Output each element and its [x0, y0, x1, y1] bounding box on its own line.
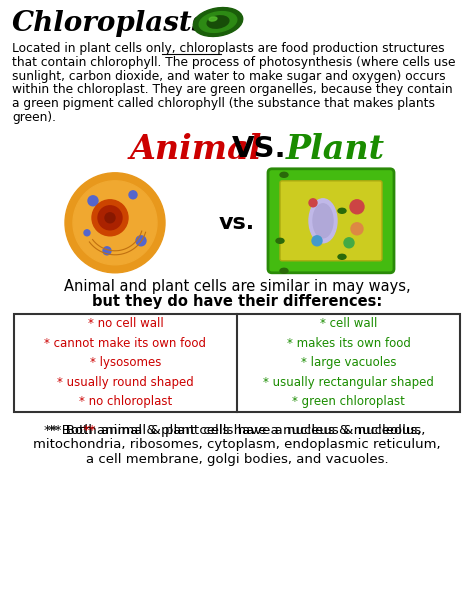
- FancyBboxPatch shape: [14, 314, 460, 412]
- Ellipse shape: [276, 238, 284, 243]
- Text: Animal: Animal: [130, 133, 263, 166]
- Circle shape: [84, 230, 90, 236]
- Text: green).: green).: [12, 111, 56, 124]
- Text: Chloroplasts: Chloroplasts: [12, 10, 209, 37]
- Circle shape: [98, 206, 122, 230]
- Ellipse shape: [207, 16, 229, 28]
- Text: * cell wall: * cell wall: [320, 317, 377, 330]
- Circle shape: [136, 236, 146, 246]
- Text: * makes its own food: * makes its own food: [287, 337, 410, 349]
- Circle shape: [344, 238, 354, 248]
- Circle shape: [312, 236, 322, 246]
- Text: * no cell wall: * no cell wall: [88, 317, 164, 330]
- Circle shape: [103, 247, 111, 255]
- Text: Located in plant cells only, chloroplasts are food production structures: Located in plant cells only, chloroplast…: [12, 42, 445, 55]
- Circle shape: [73, 181, 157, 265]
- Circle shape: [350, 200, 364, 214]
- Ellipse shape: [280, 172, 288, 177]
- Ellipse shape: [309, 199, 337, 243]
- Text: vs.: vs.: [219, 213, 255, 233]
- Ellipse shape: [193, 7, 243, 36]
- Ellipse shape: [338, 254, 346, 259]
- Text: * green chloroplast: * green chloroplast: [292, 395, 405, 408]
- Circle shape: [105, 213, 115, 223]
- Circle shape: [65, 173, 165, 273]
- Text: a cell membrane, golgi bodies, and vacuoles.: a cell membrane, golgi bodies, and vacuo…: [86, 453, 388, 466]
- Circle shape: [129, 191, 137, 199]
- Text: sunlight, carbon dioxide, and water to make sugar and oxygen) occurs: sunlight, carbon dioxide, and water to m…: [12, 70, 446, 83]
- FancyBboxPatch shape: [280, 181, 382, 261]
- Text: within the chloroplast. They are green organelles, because they contain: within the chloroplast. They are green o…: [12, 83, 453, 96]
- Text: ** Both animal & plant cells have a nucleus & nucleolus,: ** Both animal & plant cells have a nucl…: [44, 424, 422, 437]
- Text: but they do have their differences:: but they do have their differences:: [92, 294, 382, 309]
- Text: Plant: Plant: [286, 133, 385, 166]
- FancyBboxPatch shape: [268, 169, 394, 273]
- Text: * cannot make its own food: * cannot make its own food: [45, 337, 207, 349]
- Text: * no chloroplast: * no chloroplast: [79, 395, 172, 408]
- Circle shape: [351, 223, 363, 235]
- Ellipse shape: [338, 208, 346, 213]
- Text: VS.: VS.: [232, 135, 287, 163]
- Ellipse shape: [280, 268, 288, 273]
- Text: Animal and plant cells are similar in may ways,: Animal and plant cells are similar in ma…: [64, 279, 410, 294]
- Text: * lysosomes: * lysosomes: [90, 356, 161, 369]
- Text: **: **: [83, 424, 97, 437]
- Text: * usually round shaped: * usually round shaped: [57, 376, 194, 389]
- Circle shape: [309, 199, 317, 207]
- Ellipse shape: [313, 204, 333, 238]
- Text: that contain chlorophyll. The process of photosynthesis (where cells use: that contain chlorophyll. The process of…: [12, 56, 456, 69]
- Ellipse shape: [209, 17, 217, 21]
- Text: a green pigment called chlorophyll (the substance that makes plants: a green pigment called chlorophyll (the …: [12, 97, 435, 110]
- Ellipse shape: [199, 12, 237, 32]
- Circle shape: [88, 196, 98, 206]
- Text: * usually rectangular shaped: * usually rectangular shaped: [263, 376, 434, 389]
- Circle shape: [92, 200, 128, 236]
- Text: ** Both animal & plant cells have a nucleus & nucleolus,: ** Both animal & plant cells have a nucl…: [48, 424, 426, 437]
- Text: mitochondria, ribosomes, cytoplasm, endoplasmic reticulum,: mitochondria, ribosomes, cytoplasm, endo…: [33, 438, 441, 451]
- Text: * large vacuoles: * large vacuoles: [301, 356, 396, 369]
